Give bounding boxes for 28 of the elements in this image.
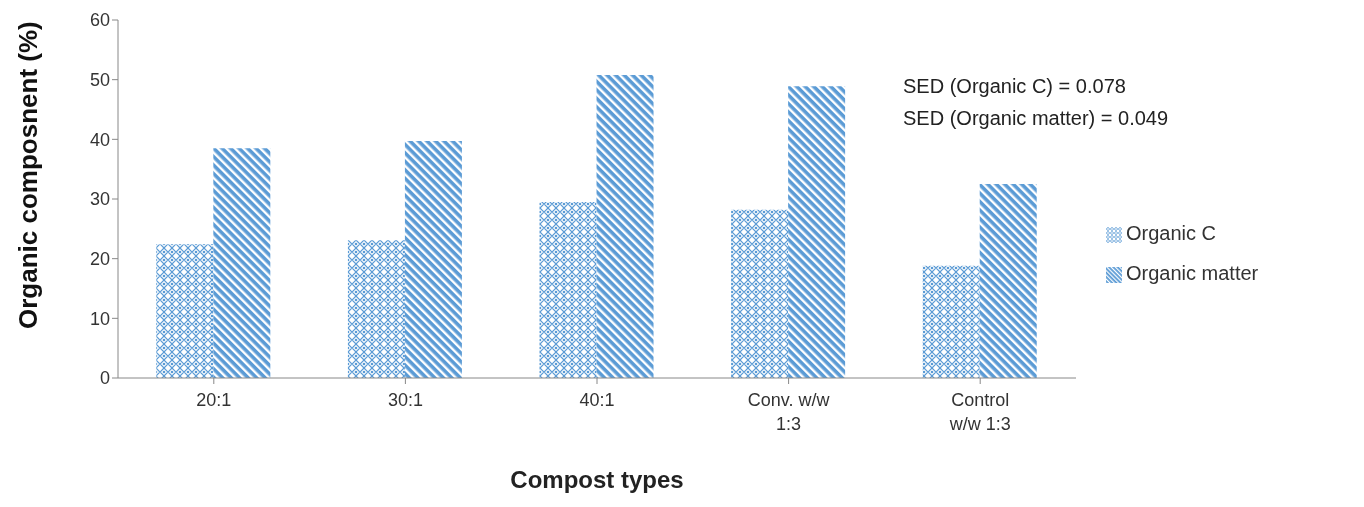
- legend-label: Organic matter: [1126, 262, 1259, 284]
- bar: [539, 201, 597, 378]
- bar: [922, 265, 980, 378]
- y-tick-label: 50: [89, 70, 110, 91]
- bar: [979, 184, 1037, 378]
- x-axis-title: Compost types: [510, 466, 684, 493]
- annotation: SED (Organic C) = 0.078: [903, 74, 1127, 99]
- bar: [347, 240, 405, 378]
- y-axis-title: Organic composnent (%): [13, 21, 44, 329]
- legend-label: Organic C: [1126, 222, 1217, 244]
- bar: [156, 244, 214, 378]
- x-tick-label: 30:1: [387, 390, 423, 410]
- x-tick-label: 20:1: [196, 390, 232, 410]
- x-tick-label: Control w/w 1:3: [948, 390, 1011, 434]
- y-tick-label: 0: [99, 368, 110, 389]
- y-tick-label: 20: [89, 249, 110, 270]
- y-tick-label: 40: [89, 129, 110, 150]
- x-tick-label: Conv. w/w 1:3: [747, 390, 831, 434]
- bar: [213, 148, 271, 378]
- x-tick-label: 40:1: [579, 390, 615, 410]
- y-tick-label: 30: [89, 189, 110, 210]
- bar: [788, 86, 846, 378]
- y-tick-label: 10: [89, 308, 110, 329]
- y-tick-label: 60: [89, 10, 110, 31]
- bar: [596, 74, 654, 378]
- annotation: SED (Organic matter) = 0.049: [903, 106, 1169, 131]
- bar: [731, 209, 789, 378]
- bar: [404, 141, 462, 378]
